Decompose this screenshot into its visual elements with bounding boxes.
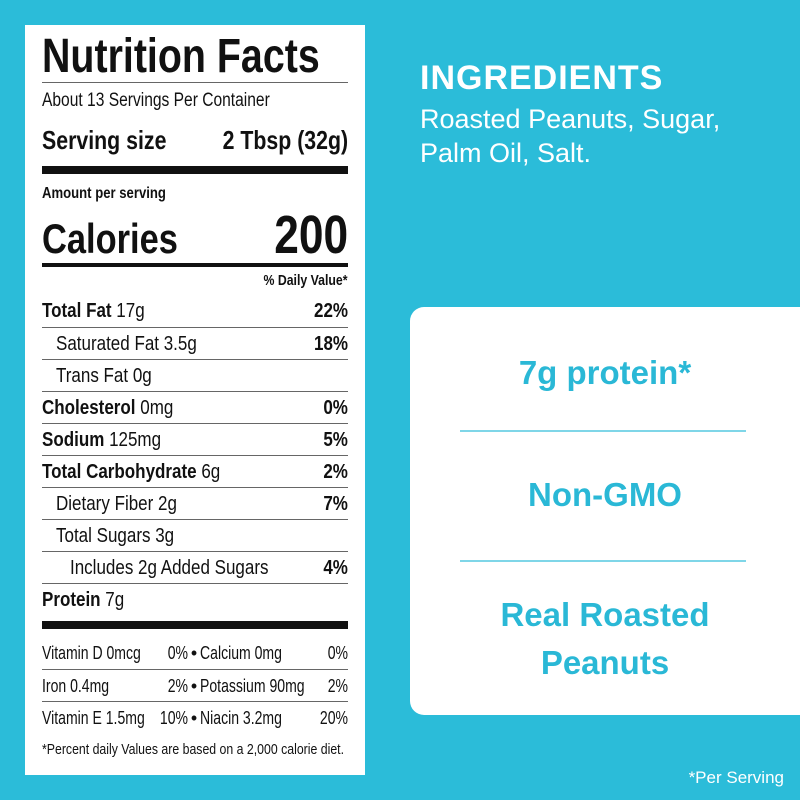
calories-label: Calories [42, 215, 178, 262]
claims-card: 7g protein* Non-GMO Real Roasted Peanuts [410, 307, 800, 715]
vitamin-row: Iron 0.4mg 2% • Potassium 90mg 2% [42, 669, 348, 701]
vitamin-name: Vitamin E 1.5mg [42, 707, 145, 728]
claim-real-peanuts-line-2: Peanuts [540, 644, 670, 681]
nutrient-name: Saturated Fat 3.5g [56, 332, 197, 355]
vitamin-name: Potassium 90mg [200, 675, 305, 696]
claim-protein: 7g protein* [518, 354, 692, 391]
label-title: Nutrition Facts [42, 30, 320, 83]
nutrient-row: Dietary Fiber 2g 7% [42, 487, 348, 519]
bullet-separator: • [190, 707, 198, 728]
nutrient-name: Sodium [42, 428, 105, 451]
nutrient-row: Includes 2g Added Sugars 4% [42, 551, 348, 583]
vitamin-dv: 20% [319, 707, 349, 728]
nutrient-text: Trans Fat 0g [56, 364, 152, 388]
bullet-separator: • [190, 675, 198, 696]
thick-divider [42, 621, 348, 629]
bullet-separator: • [190, 643, 198, 663]
nutrient-text: Dietary Fiber 2g [56, 492, 177, 516]
ingredients-section: INGREDIENTS Roasted Peanuts, Sugar, Palm… [420, 58, 720, 170]
nutrient-row: Total Sugars 3g [42, 519, 348, 551]
nutrient-amount: 0mg [140, 396, 174, 419]
nutrient-name: Dietary Fiber 2g [56, 492, 177, 515]
vitamin-dv: 0% [167, 643, 188, 663]
nutrient-text: Includes 2g Added Sugars [70, 556, 268, 580]
serving-size-value: 2 Tbsp (32g) [222, 125, 348, 155]
nutrient-name: Total Sugars 3g [56, 524, 175, 547]
vitamin-name: Niacin 3.2mg [200, 707, 282, 728]
nutrient-row: Total Fat 17g 22% [42, 295, 348, 327]
divider [460, 560, 746, 562]
serving-size-label: Serving size [42, 125, 167, 155]
nutrient-name: Protein [42, 588, 101, 611]
medium-divider [42, 263, 348, 267]
vitamin-row: Vitamin D 0mcg 0% • Calcium 0mg 0% [42, 637, 348, 669]
nutrient-text: Sodium 125mg [42, 428, 161, 452]
nutrient-name: Total Carbohydrate [42, 460, 197, 483]
divider [42, 82, 348, 83]
nutrient-text: Total Carbohydrate 6g [42, 460, 220, 484]
servings-per-container: About 13 Servings Per Container [42, 90, 270, 111]
vitamin-dv: 10% [159, 707, 189, 728]
nutrient-amount: 125mg [109, 428, 162, 451]
nutrient-text: Total Sugars 3g [56, 524, 174, 548]
nutrient-row: Protein 7g [42, 583, 348, 615]
nutrient-row: Saturated Fat 3.5g 18% [42, 327, 348, 359]
vitamin-name: Vitamin D 0mcg [42, 643, 141, 663]
nutrient-row: Cholesterol 0mg 0% [42, 391, 348, 423]
divider [460, 430, 746, 432]
ingredients-line-1: Roasted Peanuts, Sugar, [420, 104, 721, 134]
ingredients-line-2: Palm Oil, Salt. [420, 138, 592, 168]
claim-real-peanuts-line-1: Real Roasted [500, 596, 710, 633]
vitamin-dv: 0% [327, 643, 348, 663]
nutrient-daily-value: 2% [323, 460, 348, 483]
nutrient-name: Trans Fat 0g [56, 364, 152, 387]
nutrient-daily-value: 22% [313, 300, 348, 322]
nutrient-amount: 6g [201, 460, 221, 483]
nutrition-facts-label: Nutrition Facts About 13 Servings Per Co… [25, 25, 365, 775]
nutrient-text: Cholesterol 0mg [42, 396, 173, 420]
nutrient-daily-value: 7% [323, 492, 348, 515]
claim-non-gmo: Non-GMO [528, 476, 682, 513]
nutrient-daily-value: 18% [313, 332, 348, 355]
nutrient-row: Total Carbohydrate 6g 2% [42, 455, 348, 487]
nutrient-daily-value: 4% [323, 556, 348, 579]
calories-value: 200 [274, 205, 348, 265]
ingredients-heading: INGREDIENTS [420, 59, 664, 97]
vitamin-name: Iron 0.4mg [42, 675, 110, 696]
nutrient-row: Sodium 125mg 5% [42, 423, 348, 455]
footnote: *Percent daily Values are based on a 2,0… [42, 741, 345, 758]
nutrient-text: Saturated Fat 3.5g [56, 332, 197, 356]
nutrient-amount: 17g [116, 300, 145, 322]
nutrient-name: Includes 2g Added Sugars [70, 556, 269, 579]
nutrient-name: Cholesterol [42, 396, 136, 419]
vitamin-name: Calcium 0mg [200, 643, 282, 663]
nutrient-name: Total Fat [42, 300, 112, 322]
nutrient-text: Protein 7g [42, 588, 124, 612]
nutrient-row: Trans Fat 0g [42, 359, 348, 391]
nutrient-amount: 7g [105, 588, 125, 611]
vitamin-dv: 2% [167, 675, 188, 696]
nutrient-text: Total Fat 17g [42, 299, 145, 323]
per-serving-note: *Per Serving [688, 768, 784, 787]
nutrient-daily-value: 0% [323, 396, 348, 419]
amount-per-serving: Amount per serving [42, 185, 166, 202]
thick-divider [42, 166, 348, 174]
vitamin-row: Vitamin E 1.5mg 10% • Niacin 3.2mg 20% [42, 701, 348, 733]
daily-value-header: % Daily Value* [263, 272, 348, 289]
nutrient-daily-value: 5% [323, 428, 348, 451]
vitamin-dv: 2% [327, 675, 348, 696]
